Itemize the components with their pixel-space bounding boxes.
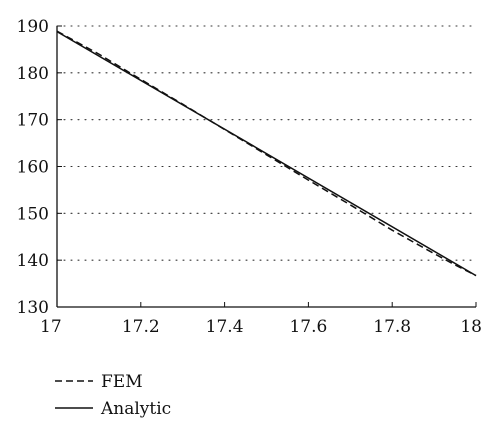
x-tick-label: 17.8 xyxy=(373,317,411,337)
y-tick-label: 190 xyxy=(17,17,49,37)
x-tick-label: 17.4 xyxy=(206,317,244,337)
y-tick-label: 180 xyxy=(17,64,49,84)
y-tick-label: 160 xyxy=(17,158,49,178)
x-tick-label: 18 xyxy=(460,317,482,337)
x-tick-labels: 17 17.2 17.4 17.6 17.8 18 xyxy=(40,302,482,337)
y-tick-label: 150 xyxy=(17,204,49,224)
legend: FEM Analytic xyxy=(55,372,171,419)
y-tick-label: 130 xyxy=(17,298,49,318)
grid-lines xyxy=(56,25,477,261)
legend-label-fem: FEM xyxy=(101,372,143,392)
y-tick-label: 170 xyxy=(17,111,49,131)
series-lines xyxy=(56,30,477,277)
y-tick-labels: 190 180 170 160 150 140 130 xyxy=(17,17,62,318)
legend-label-analytic: Analytic xyxy=(100,399,171,419)
x-tick-label: 17.2 xyxy=(122,317,160,337)
x-tick-label: 17.6 xyxy=(289,317,327,337)
series-line-fem xyxy=(56,30,477,277)
y-tick-label: 140 xyxy=(17,251,49,271)
x-tick-label: 17 xyxy=(40,317,62,337)
series-line-analytic xyxy=(56,30,477,277)
